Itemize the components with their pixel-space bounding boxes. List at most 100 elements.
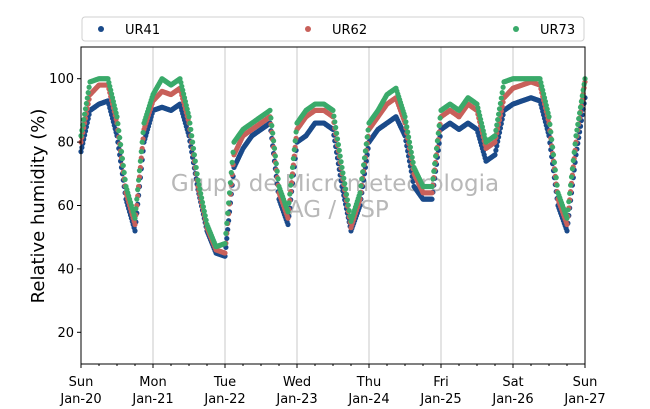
data-point bbox=[275, 176, 281, 182]
legend-label: UR73 bbox=[540, 23, 575, 38]
data-point bbox=[574, 127, 580, 133]
y-tick-label: 40 bbox=[57, 262, 74, 277]
y-tick-label: 80 bbox=[57, 136, 74, 151]
data-point bbox=[429, 183, 435, 190]
legend-marker bbox=[305, 26, 311, 32]
data-point bbox=[546, 114, 552, 120]
data-point bbox=[291, 147, 297, 153]
data-point bbox=[493, 127, 499, 133]
data-point bbox=[564, 221, 570, 228]
data-point bbox=[564, 228, 570, 234]
data-point bbox=[402, 114, 408, 120]
data-point bbox=[225, 210, 231, 216]
data-point bbox=[122, 176, 128, 183]
data-point bbox=[339, 164, 345, 171]
x-tick-date: Jan-20 bbox=[59, 392, 101, 407]
data-point bbox=[287, 191, 293, 197]
data-point bbox=[565, 207, 571, 213]
data-point bbox=[120, 162, 126, 169]
data-point bbox=[336, 147, 342, 153]
x-tick-date: Jan-26 bbox=[491, 392, 533, 407]
x-tick-date: Jan-25 bbox=[419, 392, 461, 407]
data-point bbox=[405, 129, 411, 135]
data-point bbox=[114, 114, 120, 120]
data-point bbox=[226, 200, 232, 206]
data-point bbox=[433, 153, 439, 159]
data-point bbox=[567, 190, 573, 197]
data-point bbox=[331, 113, 337, 119]
data-point bbox=[345, 202, 351, 208]
data-point bbox=[273, 161, 279, 167]
x-tick-date: Jan-24 bbox=[347, 392, 389, 407]
data-point bbox=[190, 145, 197, 152]
data-point bbox=[554, 182, 560, 188]
data-point bbox=[573, 133, 579, 139]
data-point bbox=[335, 142, 341, 148]
data-point bbox=[340, 170, 346, 176]
data-point bbox=[365, 127, 371, 133]
data-point bbox=[140, 129, 146, 136]
data-point bbox=[201, 208, 207, 214]
y-tick-label: 100 bbox=[49, 72, 74, 87]
data-point bbox=[121, 169, 127, 176]
data-point bbox=[132, 215, 138, 221]
data-point bbox=[575, 121, 581, 127]
y-tick-label: 20 bbox=[57, 326, 74, 341]
data-point bbox=[334, 136, 341, 142]
data-point bbox=[189, 133, 195, 139]
x-tick-day: Sat bbox=[502, 375, 523, 390]
data-point bbox=[496, 111, 502, 117]
data-point bbox=[222, 240, 228, 247]
data-point bbox=[292, 138, 298, 144]
data-point bbox=[186, 114, 192, 120]
data-point bbox=[85, 90, 91, 96]
data-point bbox=[493, 147, 499, 153]
data-point bbox=[566, 199, 572, 205]
data-point bbox=[83, 100, 89, 107]
data-point bbox=[188, 126, 194, 133]
legend-marker bbox=[98, 26, 104, 32]
data-point bbox=[432, 161, 438, 167]
data-point bbox=[117, 135, 123, 141]
data-point bbox=[564, 215, 570, 221]
data-point bbox=[500, 84, 506, 90]
data-point bbox=[568, 182, 574, 188]
data-point bbox=[342, 181, 348, 187]
data-point bbox=[81, 116, 87, 123]
data-point bbox=[226, 190, 233, 196]
x-tick-day: Mon bbox=[139, 375, 166, 390]
data-point bbox=[364, 134, 370, 140]
data-point bbox=[139, 139, 145, 145]
data-point bbox=[579, 93, 585, 99]
data-point bbox=[492, 133, 498, 139]
data-point bbox=[190, 139, 196, 145]
data-point bbox=[357, 190, 363, 196]
y-axis: 20 40 60 80 100 bbox=[49, 72, 81, 341]
data-point bbox=[550, 152, 557, 158]
data-point bbox=[548, 129, 554, 135]
data-point bbox=[86, 84, 92, 90]
data-point bbox=[285, 209, 291, 215]
data-point bbox=[271, 145, 278, 152]
data-point bbox=[577, 110, 583, 116]
x-tick-day: Fri bbox=[433, 375, 449, 390]
data-point bbox=[495, 116, 501, 123]
data-point bbox=[274, 168, 280, 174]
x-axis: Sun Jan-20 Mon Jan-21 Tue Jan-22 Wed Jan-23 Thu J… bbox=[59, 364, 606, 407]
data-point bbox=[343, 191, 350, 198]
data-point bbox=[269, 123, 275, 129]
data-point bbox=[571, 149, 577, 155]
data-point bbox=[84, 95, 90, 101]
data-point bbox=[197, 186, 203, 192]
watermark-line: IAG / USP bbox=[281, 197, 389, 223]
data-point bbox=[116, 128, 122, 134]
data-point bbox=[290, 155, 296, 162]
data-point bbox=[436, 123, 442, 129]
data-point bbox=[334, 130, 340, 136]
data-point bbox=[230, 149, 236, 155]
data-point bbox=[286, 200, 292, 206]
data-point bbox=[137, 158, 143, 164]
data-point bbox=[496, 106, 503, 112]
data-point bbox=[570, 157, 576, 164]
data-point bbox=[268, 115, 274, 121]
